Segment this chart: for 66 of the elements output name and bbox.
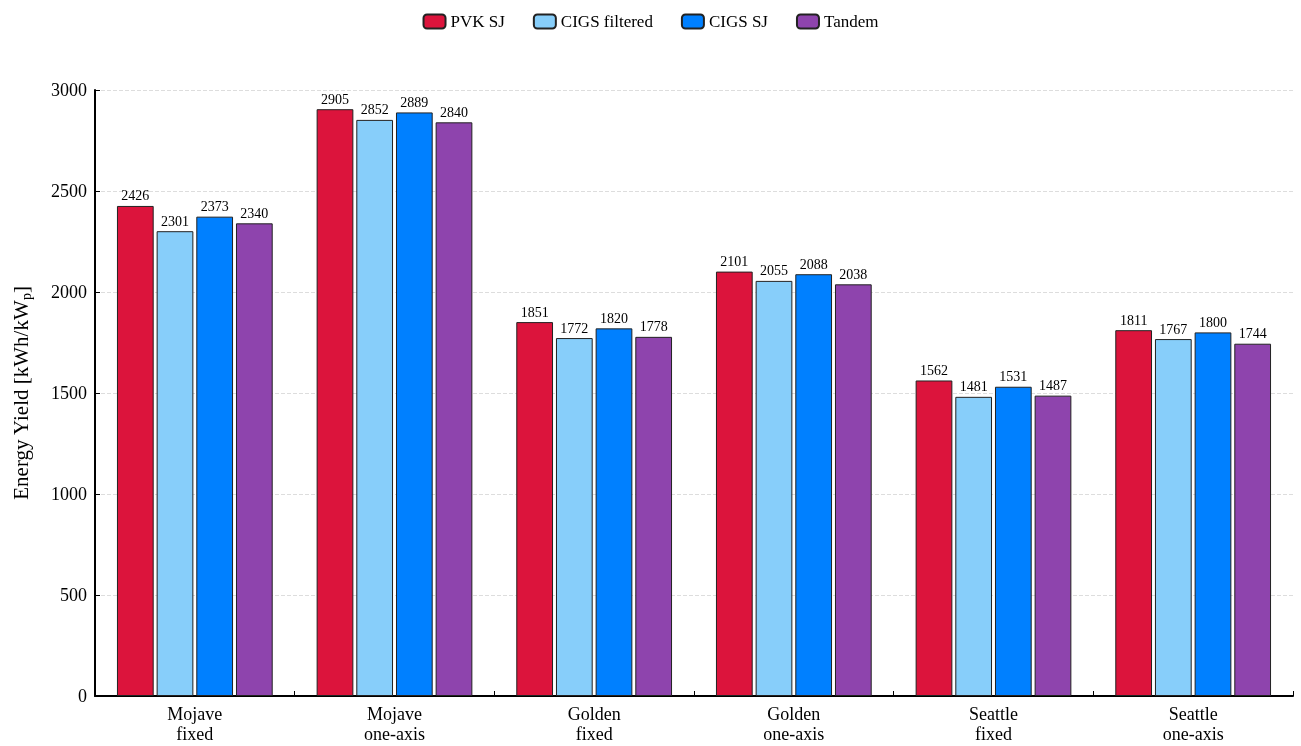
data-label: 1772 (560, 320, 589, 336)
y-tick-label: 500 (60, 585, 87, 605)
bar (1194, 332, 1232, 696)
data-label: 2301 (161, 213, 189, 229)
x-tick-label: Seattle fixed (969, 704, 1018, 744)
data-label: 1767 (1159, 321, 1188, 337)
bar (196, 216, 234, 696)
data-label: 1481 (959, 379, 988, 395)
data-label: 2852 (360, 102, 389, 118)
bar (595, 328, 633, 696)
legend-label: PVK SJ (450, 12, 506, 31)
data-label: 2840 (440, 104, 468, 120)
data-label: 1744 (1238, 326, 1267, 342)
data-label: 1562 (920, 362, 948, 378)
y-tick-label: 3000 (51, 80, 87, 100)
x-tick-label: Golden fixed (567, 704, 621, 744)
data-label: 2038 (839, 266, 868, 282)
bar (834, 284, 872, 696)
bar (1115, 330, 1153, 696)
bar (516, 322, 554, 696)
bar (116, 205, 154, 696)
bar (955, 396, 993, 696)
bar (235, 223, 273, 696)
x-tick-label: Mojave one-axis (364, 704, 425, 744)
legend-label: CIGS filtered (560, 12, 654, 31)
y-axis-title: Energy Yield [kWh/kWp] (9, 285, 34, 500)
bar (915, 380, 953, 696)
data-label: 2905 (321, 91, 349, 107)
bar (1154, 339, 1192, 696)
x-tick-label: Seattle one-axis (1162, 704, 1224, 744)
bar (755, 280, 793, 696)
bar (356, 119, 394, 696)
x-tick-label: Golden one-axis (763, 704, 825, 744)
data-label: 1811 (1119, 312, 1148, 328)
y-tick-label: 0 (78, 686, 87, 706)
data-label: 1778 (639, 319, 668, 335)
data-label: 1487 (1039, 378, 1067, 394)
bar (316, 109, 354, 696)
bar (635, 336, 673, 696)
data-label: 2889 (400, 94, 429, 110)
data-label: 2101 (720, 254, 749, 270)
bar (1034, 395, 1072, 696)
data-label: 1851 (520, 304, 549, 320)
y-tick-label: 2500 (51, 181, 87, 201)
bar (715, 271, 753, 696)
y-tick-label: 1500 (51, 383, 87, 403)
legend-label: CIGS SJ (708, 12, 769, 31)
bar (395, 112, 433, 696)
data-label: 1800 (1199, 314, 1227, 330)
data-label: 2373 (200, 199, 229, 215)
bar (1234, 343, 1272, 696)
bar (156, 231, 194, 696)
data-label: 1820 (600, 310, 628, 326)
data-label: 1531 (999, 369, 1028, 385)
data-label: 2340 (240, 205, 269, 221)
x-tick-label: Mojave fixed (167, 704, 223, 744)
data-label: 2426 (121, 188, 150, 204)
data-label: 2055 (760, 263, 788, 279)
legend-label: Tandem (823, 12, 879, 31)
bar (994, 386, 1032, 696)
y-tick-label: 2000 (51, 282, 87, 302)
bar (435, 122, 473, 696)
data-label: 2088 (799, 256, 828, 272)
y-tick-label: 1000 (51, 484, 87, 504)
bar (795, 274, 833, 696)
bar (555, 338, 593, 696)
